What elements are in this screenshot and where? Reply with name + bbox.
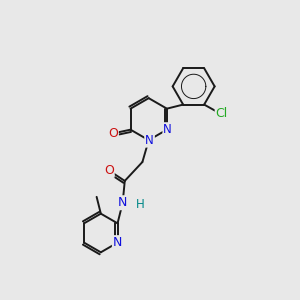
Text: H: H — [136, 198, 145, 211]
Text: O: O — [104, 164, 114, 177]
Text: N: N — [145, 134, 154, 147]
Text: Cl: Cl — [216, 107, 228, 120]
Text: N: N — [118, 196, 128, 209]
Text: O: O — [108, 128, 118, 140]
Text: N: N — [164, 123, 172, 136]
Text: N: N — [113, 236, 122, 249]
